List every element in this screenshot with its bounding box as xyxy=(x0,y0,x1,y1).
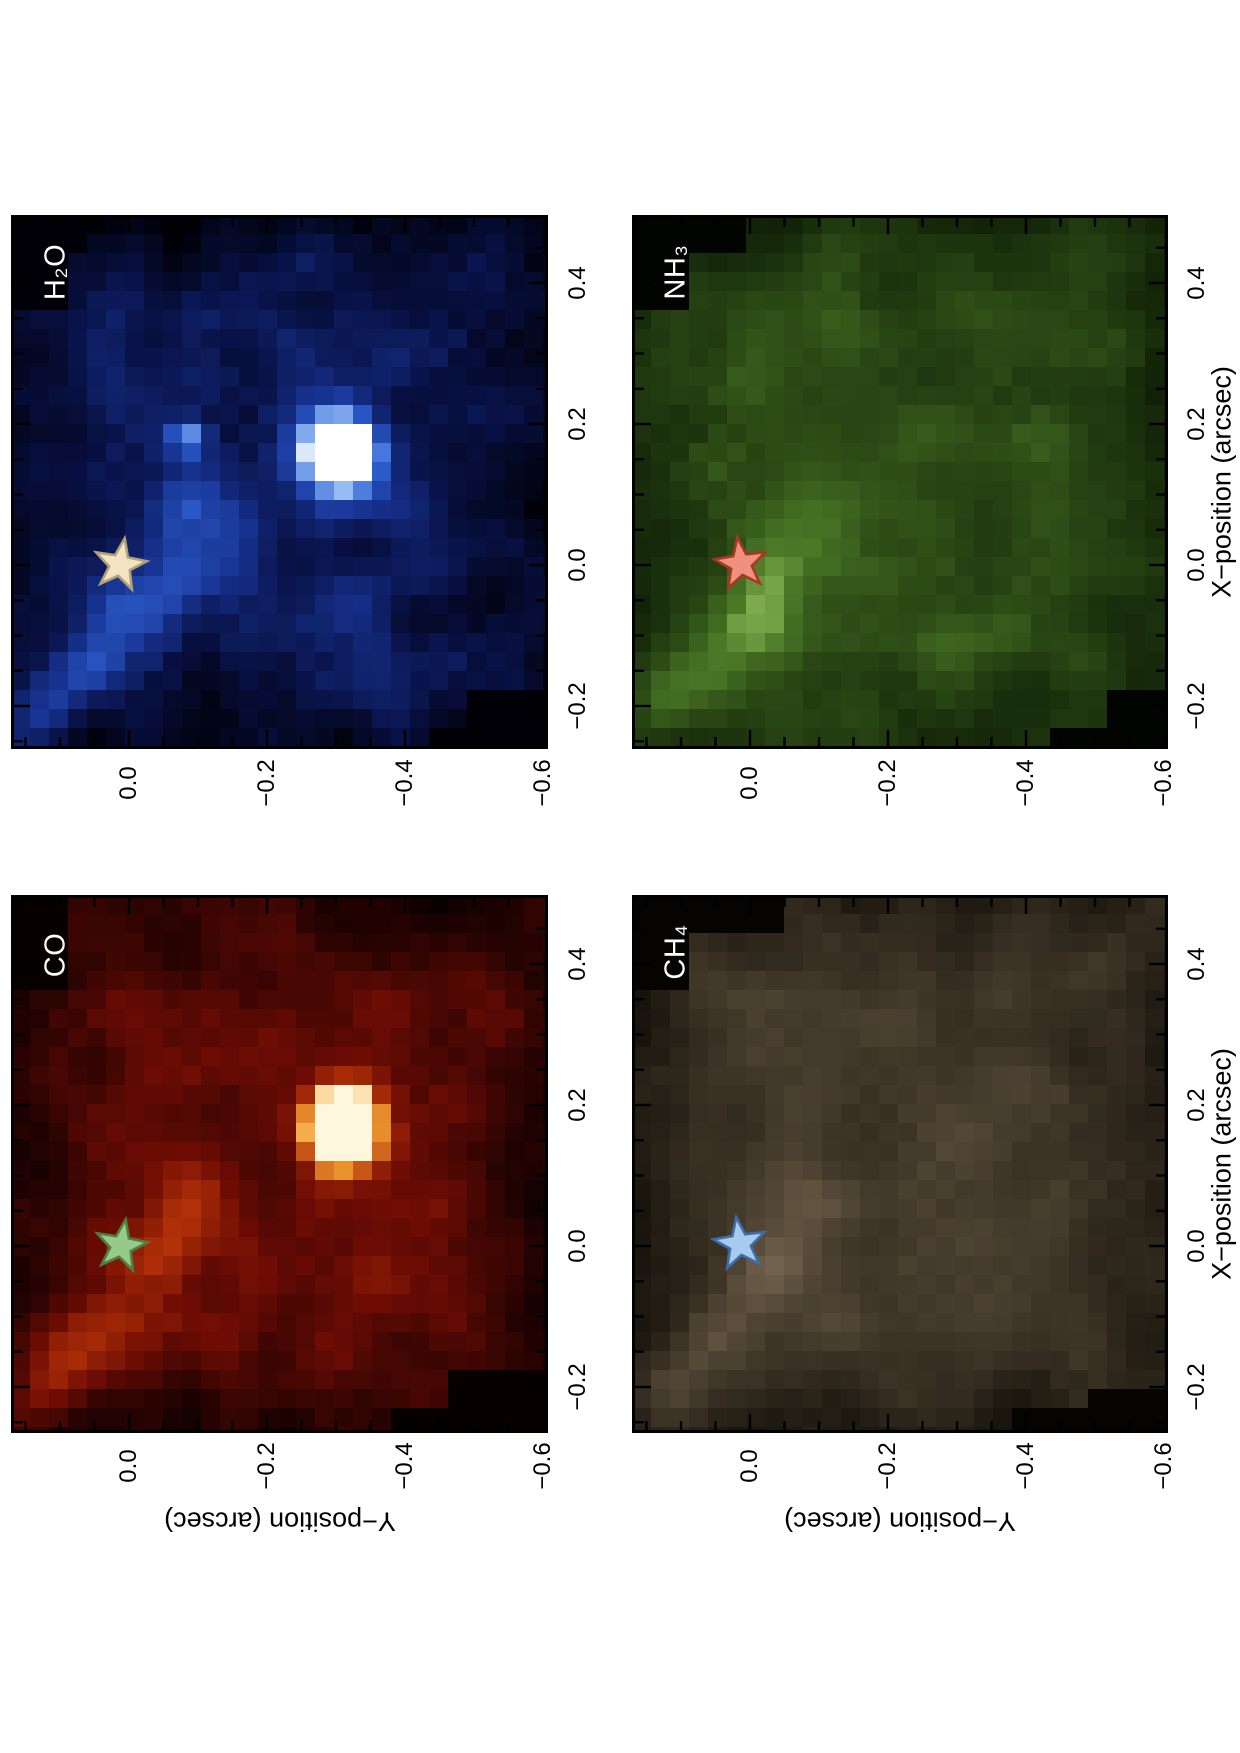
y-tick-label: 0.0 xyxy=(115,766,142,800)
y-tick-label: −0.4 xyxy=(391,1442,418,1490)
x-tick-label: 0.2 xyxy=(1183,407,1210,441)
x-tick-label: −0.2 xyxy=(1183,1363,1210,1411)
x-axis-title-bottom-row: X−position (arcsec) xyxy=(1206,1048,1237,1280)
y-tick-label: −0.6 xyxy=(529,1442,556,1490)
co-star-icon xyxy=(93,1215,152,1274)
y-tick-label: −0.4 xyxy=(1012,1442,1039,1490)
x-tick-label: 0.0 xyxy=(564,1229,591,1263)
h2o-emission-map xyxy=(11,215,548,749)
panel-co xyxy=(11,895,548,1433)
x-tick-label: 0.2 xyxy=(564,407,591,441)
y-axis-title-left-column: Y−position (arcsec) xyxy=(164,1506,396,1537)
x-tick-label: 0.2 xyxy=(564,1088,591,1122)
y-tick-label: 0.0 xyxy=(115,1449,142,1483)
x-tick-label: 0.0 xyxy=(1183,1229,1210,1263)
co-emission-map xyxy=(11,895,548,1433)
ch4-star-icon xyxy=(709,1213,768,1272)
y-tick-label: −0.6 xyxy=(1150,1442,1177,1490)
panel-label-co: CO xyxy=(39,932,72,978)
y-tick-label: 0.0 xyxy=(736,766,763,800)
y-tick-label: −0.6 xyxy=(1150,759,1177,807)
y-tick-label: −0.4 xyxy=(391,759,418,807)
y-axis-title-right-column: Y−position (arcsec) xyxy=(784,1506,1016,1537)
x-tick-label: −0.2 xyxy=(564,1363,591,1411)
x-tick-label: −0.2 xyxy=(1183,682,1210,730)
x-tick-label: 0.4 xyxy=(564,947,591,981)
panel-nh3 xyxy=(632,215,1168,749)
y-tick-label: 0.0 xyxy=(736,1449,763,1483)
y-tick-label: −0.2 xyxy=(253,1442,280,1490)
y-tick-label: −0.2 xyxy=(253,759,280,807)
panel-label-h2o: H₂O xyxy=(39,243,72,301)
y-tick-label: −0.6 xyxy=(529,759,556,807)
y-tick-label: −0.4 xyxy=(1012,759,1039,807)
nh3-star-icon xyxy=(710,533,769,592)
panel-h2o xyxy=(11,215,548,749)
y-tick-label: −0.2 xyxy=(874,1442,901,1490)
nh3-emission-map xyxy=(632,215,1168,749)
x-tick-label: 0.2 xyxy=(1183,1088,1210,1122)
ch4-emission-map xyxy=(632,895,1168,1433)
h2o-star-icon xyxy=(92,534,151,593)
x-axis-title-top-row: X−position (arcsec) xyxy=(1206,366,1237,598)
panel-label-nh3: NH₃ xyxy=(659,244,692,300)
x-tick-label: 0.4 xyxy=(1183,947,1210,981)
x-tick-label: −0.2 xyxy=(564,682,591,730)
panel-ch4 xyxy=(632,895,1168,1433)
x-tick-label: 0.0 xyxy=(1183,548,1210,582)
x-tick-label: 0.4 xyxy=(1183,266,1210,300)
panel-label-ch4: CH₄ xyxy=(659,924,692,980)
x-tick-label: 0.4 xyxy=(564,266,591,300)
y-tick-label: −0.2 xyxy=(874,759,901,807)
x-tick-label: 0.0 xyxy=(564,548,591,582)
